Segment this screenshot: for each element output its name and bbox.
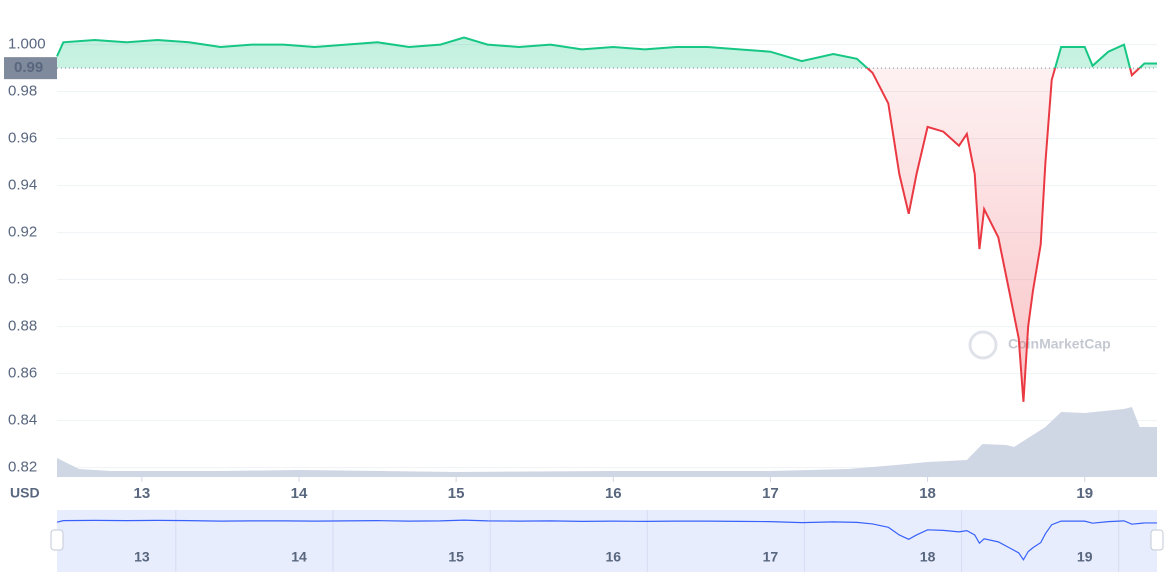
price-line-up	[56, 36, 1157, 69]
y-tick-label: 1.000	[8, 36, 46, 53]
navigator-tick-label: 13	[134, 549, 150, 565]
navigator-tick-label: 15	[448, 549, 464, 565]
x-tick-label: 19	[1076, 485, 1093, 502]
price-line-down	[865, 68, 1141, 402]
navigator-tick-label: 19	[1077, 549, 1093, 565]
current-price-label: 0.99	[14, 59, 43, 76]
volume-area	[57, 407, 1157, 477]
y-tick-label: 0.82	[8, 459, 37, 476]
y-tick-label: 0.96	[8, 130, 37, 147]
navigator-tick-label: 16	[605, 549, 621, 565]
y-tick-label: 0.9	[8, 271, 29, 288]
x-tick-label: 18	[919, 485, 936, 502]
area-down	[57, 68, 1157, 402]
current-price-tag	[4, 57, 57, 80]
watermark: CoinMarketCap	[968, 330, 1111, 360]
x-tick-label: 14	[291, 485, 308, 502]
y-tick-label: 0.94	[8, 177, 37, 194]
y-tick-label: 0.92	[8, 224, 37, 241]
navigator-tick-label: 18	[920, 549, 936, 565]
x-tick-label: 17	[762, 485, 779, 502]
y-tick-label: 0.88	[8, 318, 37, 335]
y-tick-label: 0.98	[8, 83, 37, 100]
watermark-text: CoinMarketCap	[1008, 336, 1111, 352]
navigator-tick-label: 14	[291, 549, 307, 565]
navigator-handle[interactable]	[50, 529, 64, 551]
y-tick-label: 0.86	[8, 365, 37, 382]
area-up	[57, 37, 1157, 69]
navigator-line	[56, 519, 1157, 561]
watermark-logo	[968, 330, 998, 360]
x-tick-label: 13	[134, 485, 151, 502]
y-tick-label: 0.84	[8, 412, 37, 429]
navigator-tick-label: 17	[763, 549, 779, 565]
x-tick-label: 16	[605, 485, 622, 502]
y-axis-label: USD	[10, 485, 40, 501]
x-tick-label: 15	[448, 485, 465, 502]
navigator-handle[interactable]	[1150, 529, 1164, 551]
navigator[interactable]	[57, 510, 1157, 572]
